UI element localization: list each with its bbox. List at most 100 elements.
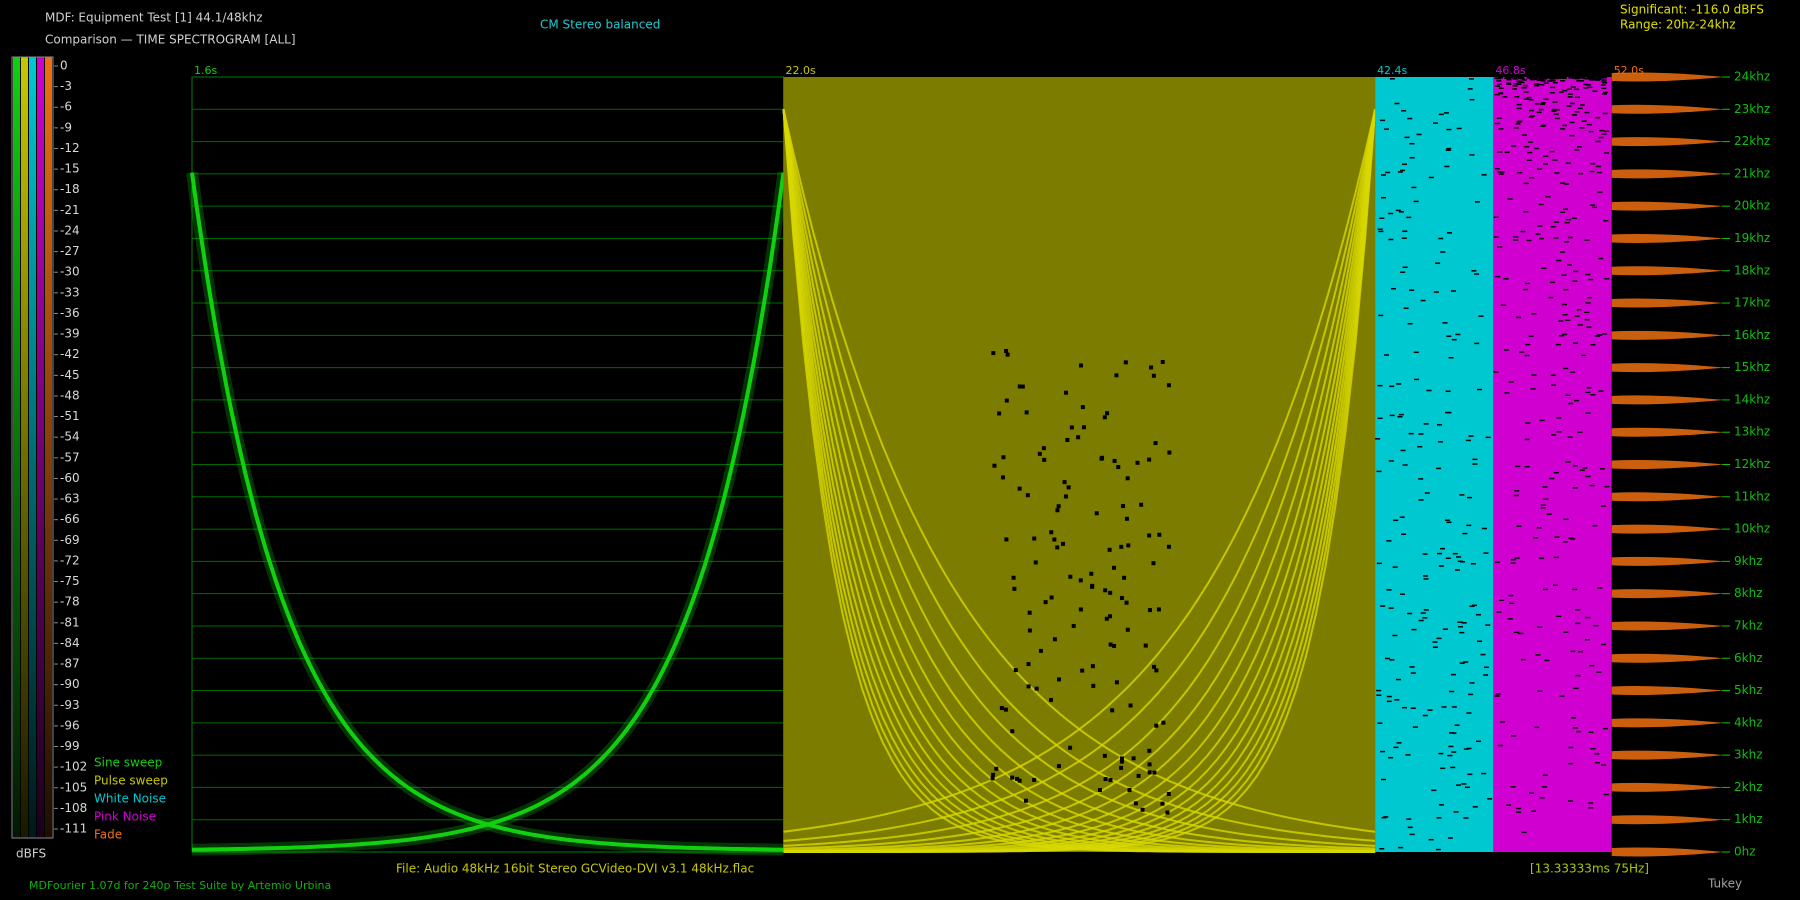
pulse-gap xyxy=(1033,560,1038,565)
colorbar-tick-label: -96 xyxy=(60,718,80,732)
noise-gap xyxy=(1590,393,1596,396)
y-tick-label: 2khz xyxy=(1734,780,1763,794)
noise-gap xyxy=(1576,80,1582,82)
noise-gap xyxy=(1389,78,1395,80)
noise-gap xyxy=(1533,77,1539,79)
noise-gap xyxy=(1469,98,1475,101)
noise-gap xyxy=(1553,584,1559,586)
pulse-gap xyxy=(1107,547,1112,552)
noise-gap xyxy=(1401,163,1407,166)
noise-gap xyxy=(1447,754,1453,757)
fade-tone xyxy=(1611,782,1724,792)
noise-gap xyxy=(1508,594,1514,597)
legend-entry: White Noise xyxy=(94,792,166,806)
pulse-gap xyxy=(1108,778,1113,783)
noise-gap xyxy=(1426,389,1432,392)
noise-gap xyxy=(1493,236,1499,238)
noise-gap xyxy=(1481,527,1487,530)
noise-gap xyxy=(1561,274,1567,276)
noise-gap xyxy=(1498,128,1504,130)
noise-gap xyxy=(1499,171,1505,173)
noise-gap xyxy=(1520,230,1526,233)
noise-gap xyxy=(1570,86,1576,88)
noise-gap xyxy=(1604,152,1610,154)
noise-gap xyxy=(1513,631,1519,634)
pulse-gap xyxy=(1078,607,1083,612)
noise-gap xyxy=(1549,78,1555,80)
noise-gap xyxy=(1572,727,1578,729)
noise-gap xyxy=(1456,556,1462,558)
colorbar-band xyxy=(13,57,20,838)
noise-gap xyxy=(1553,471,1559,474)
noise-gap xyxy=(1376,562,1382,565)
pulse-gap xyxy=(1124,600,1129,605)
noise-gap xyxy=(1523,288,1529,291)
noise-gap xyxy=(1574,399,1580,402)
noise-gap xyxy=(1464,786,1470,789)
noise-gap xyxy=(1396,383,1402,385)
noise-gap xyxy=(1537,77,1543,79)
colorbar-tick-label: -3 xyxy=(60,79,72,93)
noise-gap xyxy=(1581,354,1587,357)
fade-tone xyxy=(1611,847,1724,857)
noise-gap xyxy=(1584,239,1590,241)
noise-gap xyxy=(1588,278,1594,281)
y-tick-label: 13khz xyxy=(1734,425,1770,439)
noise-gap xyxy=(1516,107,1522,110)
noise-gap xyxy=(1550,434,1556,436)
noise-gap xyxy=(1521,86,1527,89)
noise-gap xyxy=(1539,796,1545,799)
noise-gap xyxy=(1414,378,1420,381)
pulse-gap xyxy=(1139,502,1144,507)
noise-gap xyxy=(1542,774,1548,776)
pulse-gap xyxy=(1124,516,1129,521)
noise-gap xyxy=(1523,91,1529,93)
pulse-gap xyxy=(1061,541,1066,546)
noise-gap xyxy=(1450,766,1456,769)
pulse-gap xyxy=(1160,801,1165,806)
colorbar-tick-label: -51 xyxy=(60,409,80,423)
noise-gap xyxy=(1462,532,1468,535)
noise-gap xyxy=(1563,288,1569,291)
pulse-gap xyxy=(1017,384,1022,389)
noise-gap xyxy=(1601,764,1607,766)
noise-gap xyxy=(1574,315,1580,317)
noise-gap xyxy=(1499,599,1505,601)
y-tick-label: 1khz xyxy=(1734,812,1763,826)
noise-gap xyxy=(1450,290,1456,292)
noise-gap xyxy=(1402,266,1408,268)
noise-gap xyxy=(1530,388,1536,390)
pulse-gap xyxy=(1055,508,1060,513)
noise-gap xyxy=(1569,134,1575,137)
noise-gap xyxy=(1520,658,1526,661)
pulse-gap xyxy=(1152,664,1157,669)
pulse-gap xyxy=(1100,455,1105,460)
noise-gap xyxy=(1562,124,1568,127)
noise-gap xyxy=(1562,208,1568,211)
noise-gap xyxy=(1523,84,1529,87)
noise-gap xyxy=(1585,412,1591,414)
colorbar-band xyxy=(45,57,52,838)
noise-gap xyxy=(1558,320,1564,322)
colorbar-tick-label: -39 xyxy=(60,327,80,341)
colorbar-tick-label: -12 xyxy=(60,141,80,155)
pulse-gap xyxy=(1154,723,1159,728)
noise-gap xyxy=(1401,533,1407,536)
noise-gap xyxy=(1424,492,1430,494)
noise-gap xyxy=(1389,414,1395,417)
noise-gap xyxy=(1442,628,1448,630)
noise-gap xyxy=(1394,699,1400,701)
noise-gap xyxy=(1604,277,1610,280)
noise-gap xyxy=(1550,225,1556,228)
noise-gap xyxy=(1552,101,1558,103)
noise-gap xyxy=(1381,816,1387,819)
noise-gap xyxy=(1534,726,1540,729)
noise-gap xyxy=(1512,85,1518,87)
colorbar-tick-label: -42 xyxy=(60,347,80,361)
noise-gap xyxy=(1577,324,1583,326)
noise-gap xyxy=(1521,831,1527,834)
noise-gap xyxy=(1576,308,1582,311)
noise-gap xyxy=(1572,280,1578,282)
noise-gap xyxy=(1485,624,1491,626)
noise-gap xyxy=(1410,672,1416,674)
